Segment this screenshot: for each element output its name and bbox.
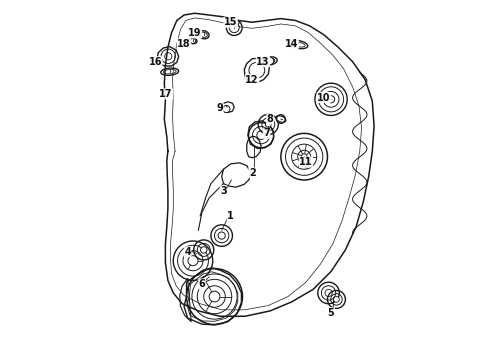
Text: 16: 16	[148, 57, 162, 67]
Text: 12: 12	[245, 75, 259, 85]
Circle shape	[218, 232, 225, 239]
Circle shape	[266, 122, 271, 127]
Text: 6: 6	[198, 279, 205, 289]
Circle shape	[325, 289, 332, 297]
Text: 8: 8	[267, 114, 273, 124]
Text: 4: 4	[184, 247, 191, 257]
Circle shape	[257, 131, 266, 139]
Text: 19: 19	[188, 28, 201, 38]
Circle shape	[334, 297, 339, 302]
Circle shape	[276, 115, 285, 123]
Text: 13: 13	[256, 57, 270, 67]
Text: 3: 3	[220, 186, 227, 196]
Text: 2: 2	[249, 168, 256, 178]
Text: 17: 17	[159, 89, 173, 99]
Text: 10: 10	[317, 93, 331, 103]
Text: 14: 14	[285, 39, 298, 49]
Circle shape	[267, 57, 274, 64]
Text: 7: 7	[263, 129, 270, 138]
Circle shape	[223, 105, 230, 113]
Text: 5: 5	[328, 308, 335, 318]
Text: 9: 9	[217, 103, 223, 113]
Text: 15: 15	[224, 17, 238, 27]
Circle shape	[301, 154, 307, 159]
Text: 18: 18	[177, 39, 191, 49]
Circle shape	[188, 256, 198, 266]
Circle shape	[191, 39, 196, 43]
Circle shape	[200, 247, 207, 253]
Text: 1: 1	[227, 211, 234, 221]
Circle shape	[327, 96, 335, 103]
Text: 11: 11	[299, 157, 313, 167]
Circle shape	[209, 291, 220, 302]
